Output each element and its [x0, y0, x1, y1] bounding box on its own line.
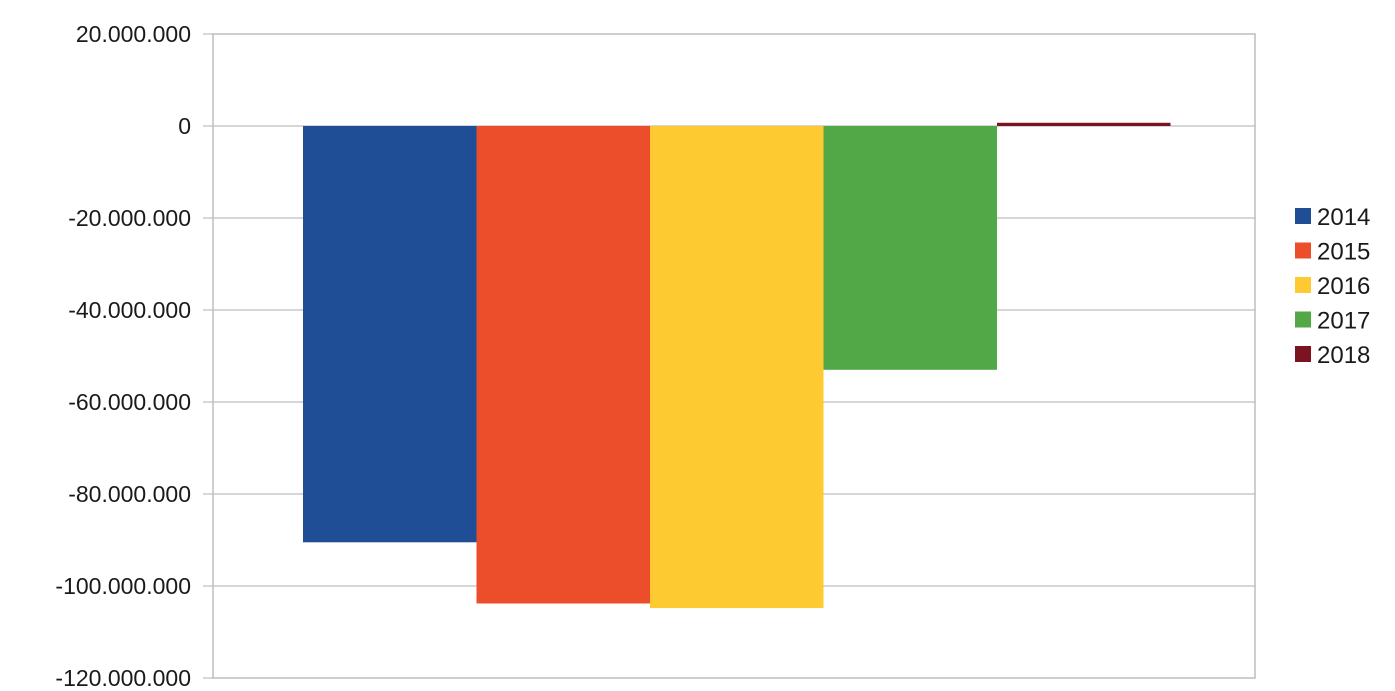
bar-2016 — [650, 126, 824, 609]
y-axis-tick-labels: 20.000.000 0 -20.000.000 -40.000.000 -60.000… — [55, 21, 191, 691]
legend-swatch-2016 — [1295, 277, 1311, 293]
y-tick-label: 0 — [178, 113, 191, 139]
y-tick-label: -40.000.000 — [68, 297, 191, 323]
bars — [303, 122, 1171, 609]
legend: 2014 2015 2016 2017 2018 — [1295, 204, 1370, 369]
y-tick-label: -100.000.000 — [55, 573, 191, 599]
legend-label-2016: 2016 — [1317, 273, 1370, 300]
legend-swatch-2018 — [1295, 346, 1311, 362]
bar-2018 — [997, 122, 1171, 126]
legend-label-2015: 2015 — [1317, 239, 1370, 266]
legend-label-2017: 2017 — [1317, 308, 1370, 335]
y-tick-label: -120.000.000 — [55, 665, 191, 691]
y-tick-label: -60.000.000 — [68, 389, 191, 415]
legend-swatch-2017 — [1295, 311, 1311, 328]
y-tick-label: 20.000.000 — [76, 21, 191, 47]
bar-2015 — [476, 126, 650, 604]
legend-label-2014: 2014 — [1317, 204, 1370, 231]
y-tick-label: -80.000.000 — [68, 481, 191, 507]
legend-swatch-2014 — [1295, 208, 1311, 224]
bar-2014 — [303, 126, 477, 543]
legend-label-2018: 2018 — [1317, 342, 1370, 369]
y-tick-label: -20.000.000 — [68, 205, 191, 231]
bar-2017 — [823, 126, 997, 370]
legend-swatch-2015 — [1295, 242, 1311, 259]
